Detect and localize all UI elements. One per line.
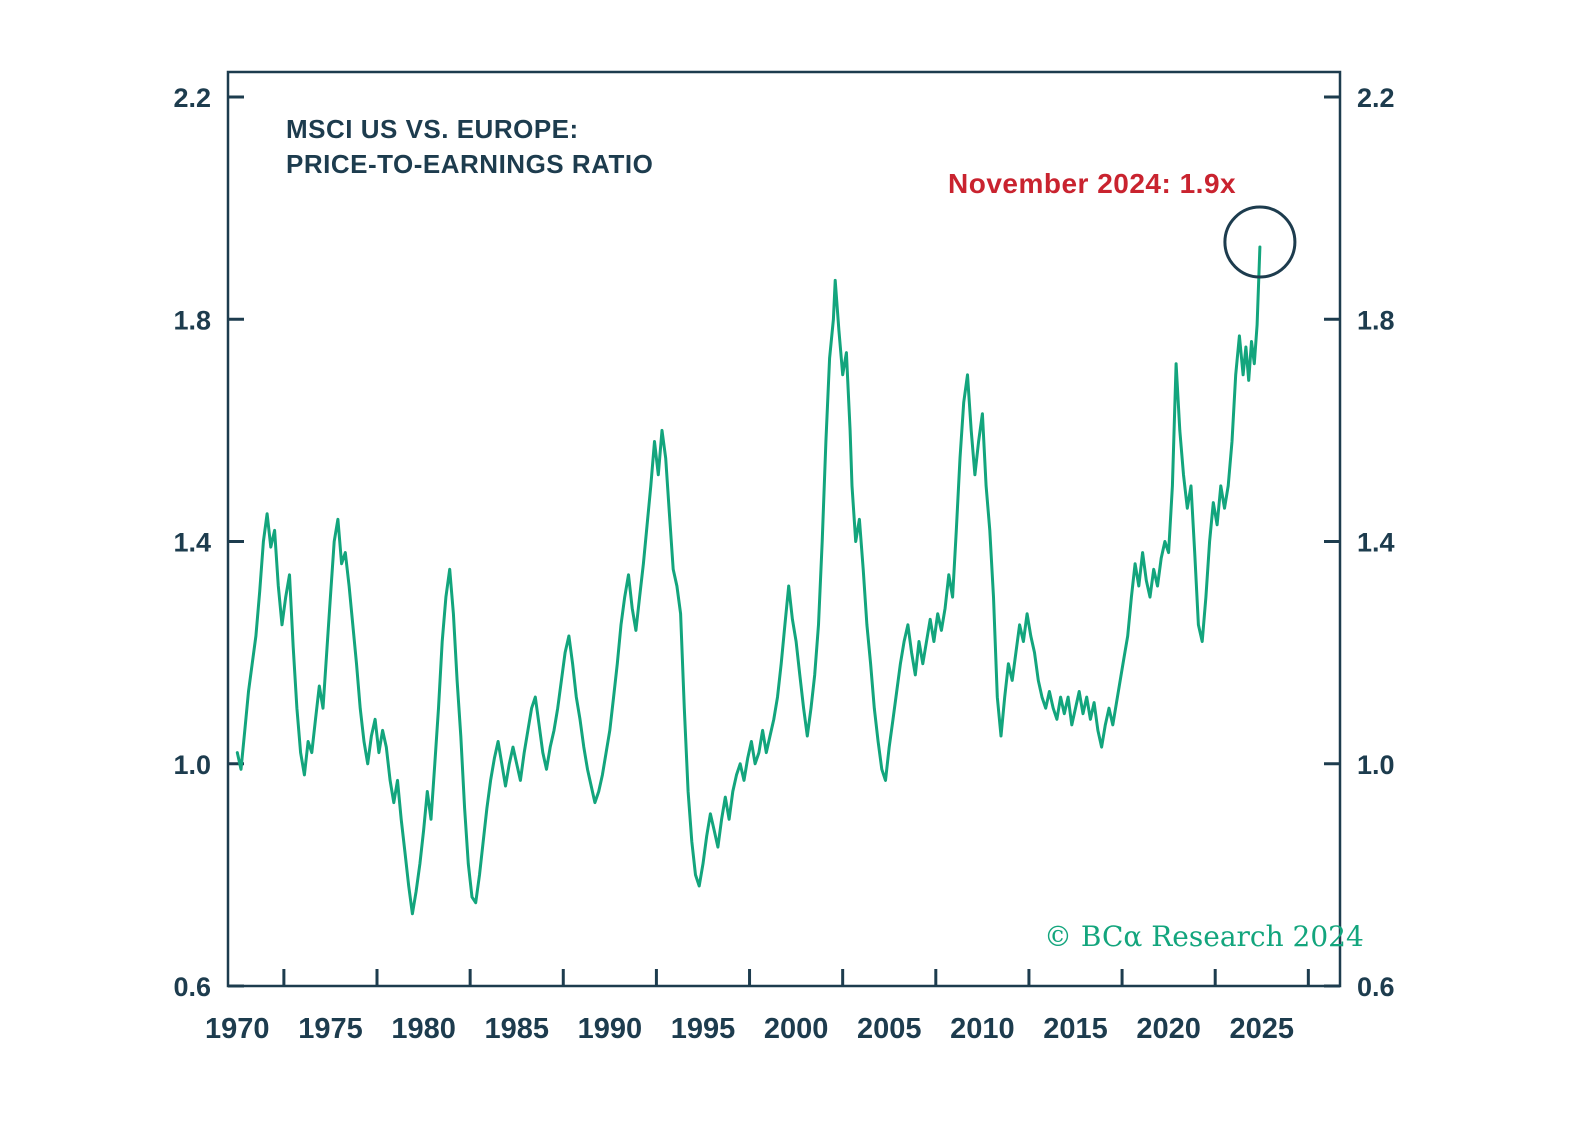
y-axis-label-right: 2.2 <box>1357 83 1395 113</box>
y-axis-label-right: 1.8 <box>1357 305 1395 335</box>
x-axis-label: 2020 <box>1136 1013 1201 1045</box>
x-axis-label: 1985 <box>484 1013 549 1045</box>
highlight-circle-november-2024 <box>1223 205 1297 279</box>
x-axis-label: 1975 <box>298 1013 363 1045</box>
x-axis-label: 1995 <box>671 1013 736 1045</box>
y-axis-label-left: 1.4 <box>173 528 211 558</box>
pe-ratio-line <box>235 245 1262 916</box>
x-axis-label: 1990 <box>578 1013 643 1045</box>
chart-title-line2: PRICE-TO-EARNINGS RATIO <box>286 149 654 179</box>
watermark-bca-research: © BCα Research 2024 <box>1044 920 1364 953</box>
x-axis-label: 1980 <box>391 1013 456 1045</box>
y-axis-label-right: 0.6 <box>1357 972 1395 1002</box>
x-axis-label: 2000 <box>764 1013 829 1045</box>
x-axis-label: 2005 <box>857 1013 922 1045</box>
chart-title-line1: MSCI US VS. EUROPE: <box>286 114 579 144</box>
y-axis-label-right: 1.0 <box>1357 750 1395 780</box>
y-axis-label-right: 1.4 <box>1357 528 1395 558</box>
x-axis-label: 2010 <box>950 1013 1015 1045</box>
y-axis-label-left: 1.0 <box>173 750 211 780</box>
x-axis-label: 2015 <box>1043 1013 1108 1045</box>
y-axis-label-left: 1.8 <box>173 305 211 335</box>
y-axis-label-left: 2.2 <box>173 83 211 113</box>
x-axis-label: 1970 <box>205 1013 270 1045</box>
annotation-november-2024: November 2024: 1.9x <box>948 168 1237 199</box>
x-axis-label: 2025 <box>1230 1013 1295 1045</box>
plot-frame <box>226 70 1342 988</box>
chart-title: MSCI US VS. EUROPE: PRICE-TO-EARNINGS RA… <box>286 112 653 182</box>
y-axis-label-left: 0.6 <box>173 972 211 1002</box>
